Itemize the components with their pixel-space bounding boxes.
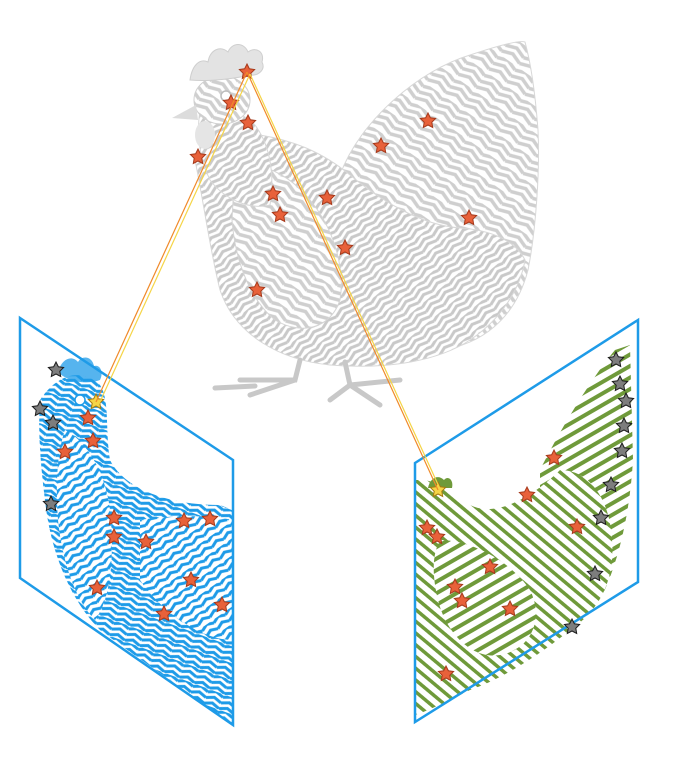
correspondence-lines (95, 71, 442, 492)
left-hen-wing (56, 430, 112, 620)
hen-comb (189, 44, 264, 81)
hen-wattle (195, 121, 215, 149)
left-hen (39, 357, 233, 725)
right-target-panel (413, 317, 640, 725)
right-hen-comb (428, 477, 453, 488)
left-panel-frame (18, 315, 235, 728)
hen-neck (197, 107, 273, 207)
source-hen (172, 41, 540, 408)
hen-beak (172, 105, 198, 120)
left-hen-eye (74, 394, 86, 406)
match-line-right-orange (246, 71, 439, 491)
match-line-left-yellow (98, 73, 251, 405)
match-line-right-yellow (249, 73, 442, 492)
hen-feet (212, 357, 403, 408)
left-target-panel (18, 315, 235, 728)
right-hen-wing (433, 540, 536, 656)
right-hen (415, 345, 633, 715)
right-panel-frame (413, 317, 640, 725)
match-line-left-orange (95, 71, 248, 403)
